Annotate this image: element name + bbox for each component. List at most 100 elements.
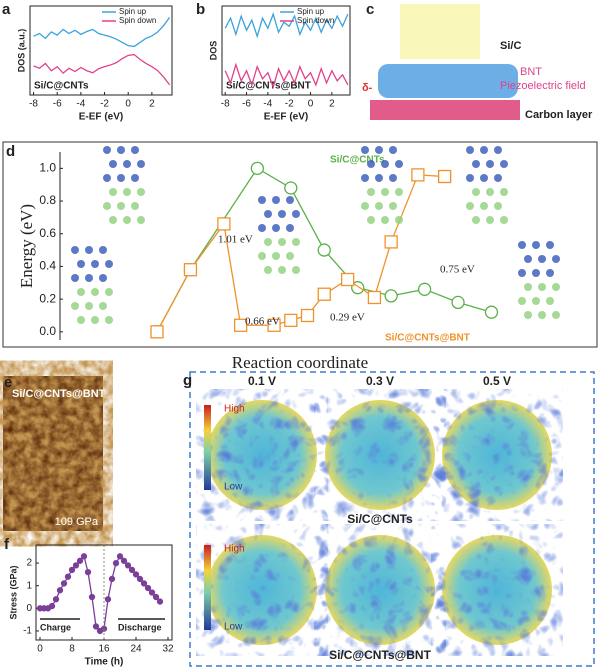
atom [117, 202, 125, 210]
data-point [417, 282, 432, 296]
atom [103, 174, 111, 182]
atom [466, 202, 474, 210]
x-tick-label: -2 [285, 99, 294, 110]
schematic-label: Carbon layer [525, 109, 593, 121]
atom [109, 188, 117, 196]
data-point [116, 553, 124, 560]
atom [375, 202, 383, 210]
voltage-label: 0.1 V [248, 374, 276, 388]
y-tick-label: 2 [26, 558, 32, 569]
atom [389, 202, 397, 210]
colorbar-low: Low [224, 482, 243, 493]
atom [85, 246, 93, 254]
atom [538, 311, 546, 319]
stress-noise [325, 535, 435, 645]
data-point [233, 318, 248, 332]
data-point [72, 562, 80, 569]
atom [486, 188, 494, 196]
data-point [56, 587, 64, 594]
data-point [144, 584, 152, 592]
atom [131, 174, 139, 182]
annotation: 0.66 eV [245, 316, 280, 328]
data-point [317, 287, 331, 301]
atom [494, 202, 502, 210]
atom [486, 216, 494, 224]
stress-noise [207, 400, 317, 510]
atom [500, 160, 508, 168]
data-point [317, 243, 331, 257]
atom [123, 160, 131, 168]
atom [286, 196, 294, 204]
delta: δ- [362, 82, 373, 94]
data-point [120, 557, 128, 564]
data-point [484, 305, 499, 319]
data-point [108, 575, 116, 583]
atom [258, 196, 266, 204]
atom [546, 269, 554, 277]
atom [105, 260, 113, 268]
atom [546, 297, 554, 305]
data-point [152, 593, 160, 601]
atom [389, 146, 397, 154]
atom [264, 238, 272, 246]
schematic-label: Si/C [500, 40, 521, 52]
atom [395, 216, 403, 224]
x-tick-label: -4 [76, 99, 85, 110]
data-point [128, 566, 136, 574]
legend-label: Spin down [297, 16, 334, 25]
atom [91, 260, 99, 268]
atom [532, 241, 540, 249]
colorbar-low: Low [224, 622, 243, 633]
atom [552, 311, 560, 319]
annotation: 1.01 eV [218, 234, 253, 246]
atom [71, 302, 79, 310]
data-point [451, 295, 465, 310]
data-point [136, 575, 144, 583]
data-point [341, 272, 355, 287]
x-tick-label: -4 [263, 99, 272, 110]
plot-frame [29, 5, 173, 96]
x-axis-label: E-EF (eV) [79, 112, 123, 123]
atom [123, 188, 131, 196]
atom [278, 266, 286, 274]
x-tick-label: 32 [162, 644, 174, 655]
panel-label: c [366, 1, 374, 18]
panel-label: a [2, 1, 11, 18]
annotation: Charge [40, 622, 71, 632]
data-point [411, 168, 425, 182]
atom [103, 202, 111, 210]
x-tick-label: -8 [221, 99, 230, 110]
data-point [217, 217, 231, 231]
x-tick-label: 8 [69, 644, 75, 655]
data-point [384, 289, 398, 303]
atom [518, 269, 526, 277]
atom [131, 202, 139, 210]
data-point [64, 573, 72, 580]
data-point [68, 566, 76, 574]
panel-label: g [183, 372, 192, 389]
atom [500, 216, 508, 224]
x-tick-label: -2 [100, 99, 109, 110]
data-point [92, 623, 100, 630]
atom [123, 216, 131, 224]
si-c-layer [400, 4, 480, 59]
atom [472, 216, 480, 224]
atom [367, 160, 375, 168]
atom [486, 160, 494, 168]
row-label: Si/C@CNTs@BNT [329, 648, 432, 662]
series-label: Si/C@CNTs [330, 155, 385, 166]
afm-image [3, 376, 103, 531]
series-line [40, 554, 161, 632]
y-tick-label: 0.4 [39, 259, 56, 273]
voltage-label: 0.3 V [366, 374, 394, 388]
g-frame [189, 371, 595, 667]
x-tick-label: 0 [125, 99, 131, 110]
annotation: 0.75 eV [440, 264, 475, 276]
data-point [52, 596, 60, 603]
atom [395, 188, 403, 196]
data-point [250, 161, 264, 175]
atom [286, 252, 294, 260]
plot-frame [221, 5, 351, 96]
atom [117, 146, 125, 154]
